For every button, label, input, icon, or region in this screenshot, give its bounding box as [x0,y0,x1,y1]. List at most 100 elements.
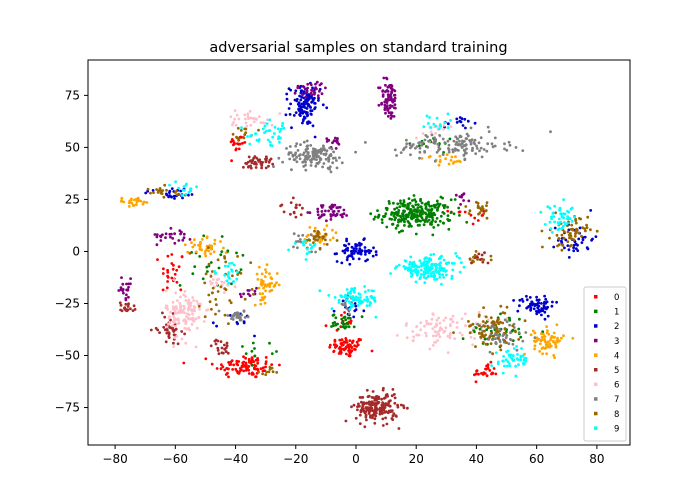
data-point [179,304,183,308]
data-point [232,314,236,318]
data-point [165,193,169,197]
data-point [542,302,546,305]
data-point [334,214,337,218]
data-point [235,277,239,281]
data-point [265,370,268,374]
data-point [503,364,506,368]
data-point [177,321,181,325]
data-point [580,234,583,238]
data-point [514,146,518,149]
data-point [127,282,130,286]
data-point [215,324,219,328]
data-point [456,137,459,141]
data-point [391,222,395,226]
data-point [165,325,169,329]
data-point [428,116,431,119]
data-point [577,237,581,241]
data-point [429,253,433,257]
data-point [367,400,371,404]
data-point [372,402,375,405]
data-point [540,302,543,305]
legend-box [583,286,627,442]
data-point [182,232,186,236]
data-point [460,333,464,337]
data-point [340,161,344,165]
data-point [558,339,561,343]
data-point [332,309,336,313]
data-point [553,226,557,230]
data-point [226,371,229,375]
data-point [207,293,211,297]
data-point [298,86,302,90]
data-point [145,201,149,204]
data-point [436,339,440,342]
data-point [521,300,525,303]
data-point [344,318,348,322]
data-point [282,210,286,214]
data-point [130,201,134,205]
data-point [187,191,191,194]
data-point [481,260,485,264]
data-point [395,213,399,217]
data-point [403,220,406,224]
data-point [171,312,175,315]
data-point [239,135,243,139]
data-point [224,260,228,264]
data-point [122,291,125,295]
data-point [249,133,253,137]
data-point [328,165,332,169]
data-point [414,280,418,284]
data-point [409,272,413,275]
data-point [515,348,519,352]
data-point [264,356,268,359]
data-point [560,233,564,237]
data-point [455,321,459,324]
data-point [316,213,320,217]
data-point [303,106,307,109]
data-point [335,159,338,162]
data-point [430,223,433,226]
data-point [350,255,354,258]
data-point [408,260,412,264]
data-point [527,305,531,308]
legend-label: 8 [614,410,619,420]
data-point [438,273,442,276]
data-point [505,341,508,344]
data-point [478,327,482,331]
data-point [293,158,297,161]
data-point [400,229,403,233]
data-point [405,142,409,146]
data-point [525,294,528,298]
data-point [300,102,304,106]
data-point [292,114,296,117]
data-point [324,232,328,236]
data-point [231,368,235,371]
data-point [435,217,439,220]
data-point [359,409,363,413]
data-point [465,220,469,224]
data-point [133,198,136,202]
data-point [239,268,243,271]
data-point [464,205,468,208]
data-point [424,264,428,267]
data-point [289,102,292,106]
data-point [343,347,347,351]
data-point [380,397,383,401]
data-point [343,315,347,319]
data-point [118,301,122,305]
data-point [363,246,367,249]
data-point [354,249,358,253]
data-point [352,325,356,329]
data-point [309,112,313,116]
data-point [457,206,461,210]
data-point [355,298,359,302]
data-point [418,150,422,154]
data-point [173,241,177,245]
data-point [463,312,467,316]
data-point [322,152,326,156]
data-point [264,270,268,274]
data-point [332,210,336,213]
data-point [355,340,359,344]
data-point [494,372,498,376]
